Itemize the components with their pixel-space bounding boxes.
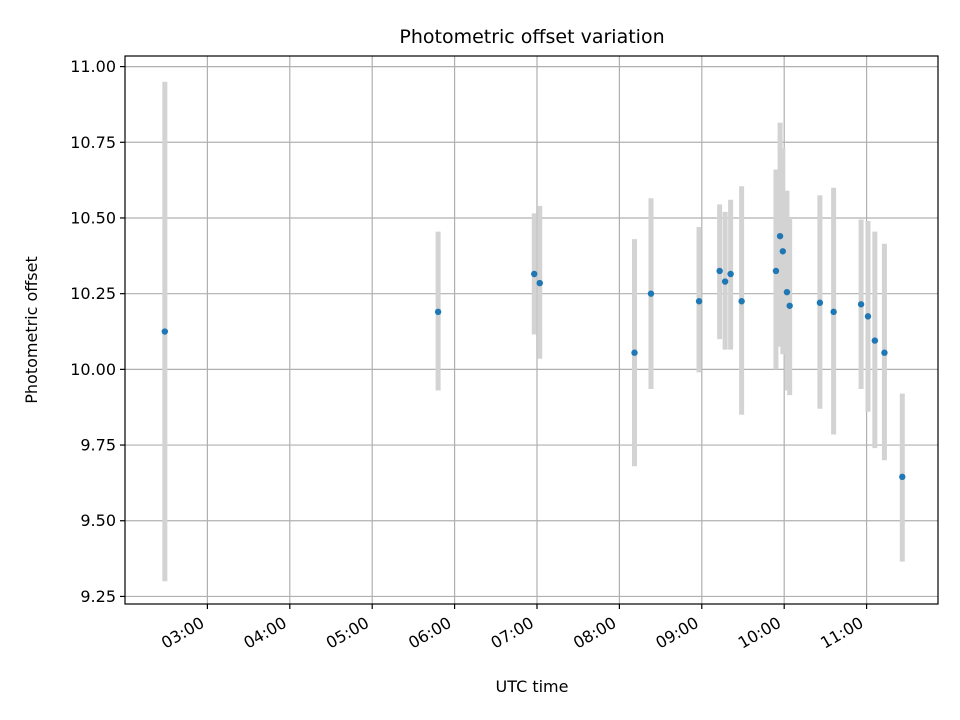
data-point [899,473,906,481]
data-point [536,279,543,287]
data-point [857,301,865,308]
data-points [161,232,906,481]
y-tick-label: 9.25 [80,587,116,606]
data-point [721,278,729,285]
data-point [864,313,872,320]
y-tick-label: 9.50 [80,511,116,530]
y-tick-label: 10.50 [70,208,116,227]
plot-frame [124,55,939,605]
y-axis-title: Photometric offset [22,256,41,404]
data-point [830,308,837,316]
y-tick-label: 10.00 [70,360,116,379]
data-point [716,267,723,275]
data-point [695,298,703,305]
data-point [772,267,780,275]
data-point [783,288,791,296]
data-point [881,349,888,356]
y-tick-label: 10.25 [70,284,116,303]
data-point [631,349,638,356]
data-point [647,290,655,297]
y-tick-label: 9.75 [80,436,116,455]
x-axis-title: UTC time [496,677,569,696]
chart-title: Photometric offset variation [399,26,664,48]
data-point [161,328,169,335]
y-tick-label: 11.00 [70,57,116,76]
grid [125,56,938,604]
data-point [816,299,824,306]
data-point [738,298,745,305]
data-point [727,270,734,278]
data-point [871,337,879,344]
data-point [531,270,538,278]
data-point [776,232,784,240]
y-tick-label: 10.75 [70,133,116,152]
data-point [779,248,787,255]
data-point [786,302,793,309]
data-point [434,308,442,316]
